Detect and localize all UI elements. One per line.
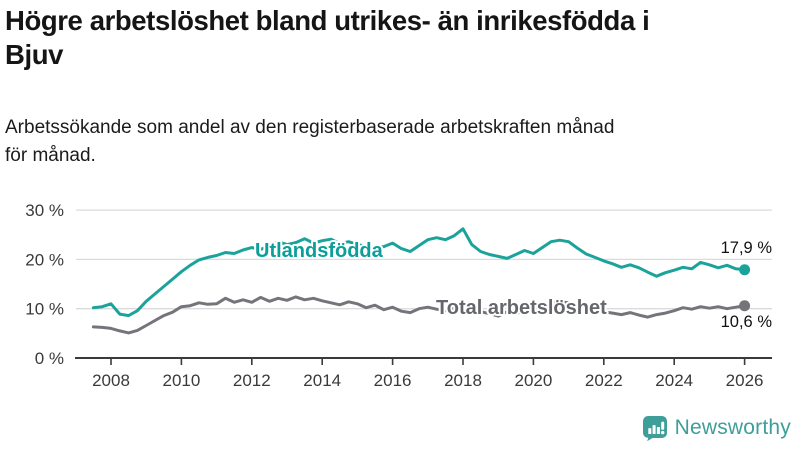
x-axis-tick-label: 2014 <box>303 371 341 390</box>
x-axis-tick-label: 2016 <box>374 371 412 390</box>
line-chart: 0 % 10 % 20 % 30 % 2008 2010 2012 2014 2016 2018 2… <box>25 201 773 390</box>
y-axis-tick-label: 0 % <box>35 349 64 368</box>
x-axis-tick-label: 2022 <box>585 371 623 390</box>
x-axis-tick-label: 2020 <box>514 371 552 390</box>
x-axis-tick-label: 2008 <box>92 371 130 390</box>
speech-bubble-bar-chart-icon <box>642 416 667 441</box>
series-end-dot <box>739 264 751 276</box>
x-axis-tick-label: 2010 <box>162 371 200 390</box>
y-axis-tick-label: 30 % <box>25 201 64 220</box>
x-axis-tick-label: 2024 <box>655 371 693 390</box>
series-end-dot <box>739 300 751 312</box>
newsworthy-logo-text: Newsworthy <box>674 416 791 439</box>
end-value-label-total-arbetsloshet: 10,6 % <box>721 313 773 331</box>
line-series-0 <box>91 227 747 318</box>
end-value-label-utlandsfodda: 17,9 % <box>721 239 773 257</box>
chart-label-layer: Utlandsfödda Total arbetslöshet 17,9 % 1… <box>253 238 773 331</box>
line-series-1 <box>91 295 747 335</box>
x-axis-tick-label: 2026 <box>726 371 764 390</box>
series-label-total-arbetsloshet: Total arbetslöshet <box>436 297 607 319</box>
series-label-utlandsfodda: Utlandsfödda <box>255 240 384 262</box>
chart-title: Högre arbetslöshet bland utrikes- än inr… <box>5 5 650 71</box>
newsworthy-logo[interactable]: Newsworthy <box>642 414 791 442</box>
y-axis-tick-label: 20 % <box>25 250 64 269</box>
chart-subtitle: Arbetssökande som andel av den registerb… <box>5 117 615 166</box>
chart-axes-and-series: 0 % 10 % 20 % 30 % 2008 2010 2012 2014 2016 2018 2… <box>25 201 772 390</box>
x-axis-tick-label: 2012 <box>233 371 271 390</box>
y-axis-tick-label: 10 % <box>25 300 64 319</box>
x-axis-tick-label: 2018 <box>444 371 482 390</box>
